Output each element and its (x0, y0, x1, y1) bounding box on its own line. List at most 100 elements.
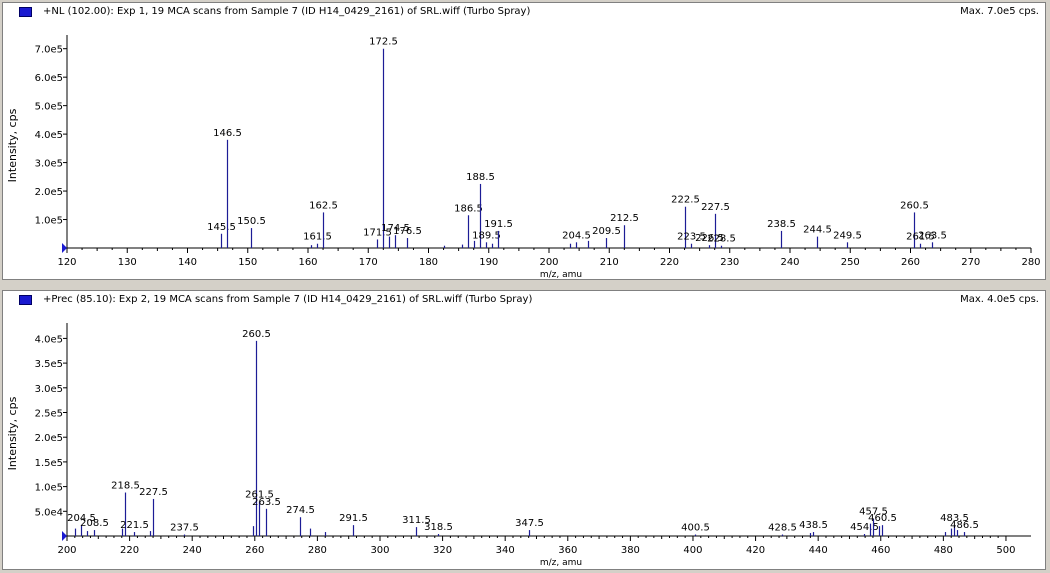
peak-label: 228.5 (707, 234, 736, 245)
peak-label: 221.5 (120, 520, 149, 531)
x-axis-label: m/z, amu (540, 270, 582, 279)
x-tick-label: 440 (809, 545, 828, 556)
peak-label: 454.5 (850, 522, 879, 533)
spectrum-chart-top[interactable]: 120 130 140 150 160 170 180 190 200 210 220 230 240 2… (3, 3, 1045, 279)
spectrum-pane-bottom: +Prec (85.10): Exp 2, 19 MCA scans from … (2, 290, 1046, 570)
y-tick-label: 2.0e5 (35, 187, 63, 198)
peak-label: 274.5 (286, 505, 315, 516)
y-tick-label: 3.0e5 (35, 384, 63, 395)
x-tick-label: 240 (183, 545, 202, 556)
x-tick-label: 160 (298, 257, 317, 268)
peak-label: 218.5 (111, 481, 140, 492)
peak-label: 460.5 (868, 513, 897, 524)
x-tick-label: 340 (496, 545, 515, 556)
peak-label: 188.5 (466, 172, 495, 183)
x-tick-label: 150 (238, 257, 257, 268)
x-tick-label: 380 (621, 545, 640, 556)
peak-label: 189.5 (472, 230, 501, 241)
peak-label: 263.5 (918, 230, 947, 241)
pane-header: +NL (102.00): Exp 1, 19 MCA scans from S… (3, 3, 1045, 21)
y-tick-label: 3.0e5 (35, 159, 63, 170)
peak-label: 186.5 (454, 203, 483, 214)
peak-label: 226.5 (695, 233, 724, 244)
y-tick-label: 1.5e5 (35, 458, 63, 469)
y-axis-label: Intensity, cps (6, 108, 19, 182)
peak-label: 161.5 (303, 232, 332, 243)
peak-label: 176.5 (393, 226, 422, 237)
x-tick-label: 200 (539, 257, 558, 268)
peak-label: 291.5 (339, 513, 368, 524)
peak-label: 174.5 (381, 223, 410, 234)
x-tick-label: 260 (245, 545, 264, 556)
peak-label: 263.5 (252, 497, 281, 508)
y-tick-label: 4.0e5 (35, 130, 63, 141)
peak-label: 204.5 (562, 230, 591, 241)
y-tick-label: 6.0e5 (35, 73, 63, 84)
x-tick-label: 170 (359, 257, 378, 268)
y-tick-label: 7.0e5 (35, 45, 63, 56)
x-tick-label: 270 (961, 257, 980, 268)
x-tick-label: 460 (871, 545, 890, 556)
x-tick-label: 260 (901, 257, 920, 268)
peak-label: 162.5 (309, 200, 338, 211)
x-tick-label: 220 (120, 545, 139, 556)
peak-label: 223.5 (677, 232, 706, 243)
x-tick-label: 360 (558, 545, 577, 556)
y-tick-label: 4.0e5 (35, 334, 63, 345)
y-tick-label: 1.0e5 (35, 216, 63, 227)
peak-label: 145.5 (207, 222, 236, 233)
x-tick-label: 190 (479, 257, 498, 268)
peak-label: 249.5 (833, 230, 862, 241)
y-tick-label: 5.0e5 (35, 102, 63, 113)
peak-label: 208.5 (80, 518, 109, 529)
peak-label: 260.5 (242, 329, 271, 340)
peak-label: 318.5 (424, 522, 453, 533)
baseline-marker[interactable] (62, 531, 67, 541)
peak-label: 260.5 (900, 200, 929, 211)
x-tick-label: 210 (600, 257, 619, 268)
peak-label: 428.5 (768, 523, 797, 534)
x-tick-label: 500 (996, 545, 1015, 556)
y-tick-label: 1.0e5 (35, 483, 63, 494)
x-tick-label: 220 (660, 257, 679, 268)
peak-label: 438.5 (799, 520, 828, 531)
x-tick-label: 130 (118, 257, 137, 268)
max-intensity-label: Max. 4.0e5 cps. (960, 294, 1039, 305)
peak-label: 150.5 (237, 216, 266, 227)
pane-title: +Prec (85.10): Exp 2, 19 MCA scans from … (43, 294, 533, 305)
y-tick-label: 2.0e5 (35, 433, 63, 444)
x-tick-label: 280 (308, 545, 327, 556)
peak-label: 311.5 (402, 515, 431, 526)
peak-label: 191.5 (484, 219, 513, 230)
peak-label: 222.5 (671, 195, 700, 206)
peak-label: 171.5 (363, 227, 392, 238)
peak-label: 457.5 (859, 507, 888, 518)
x-tick-label: 120 (57, 257, 76, 268)
peak-label: 483.5 (940, 513, 969, 524)
peak-label: 238.5 (767, 219, 796, 230)
peak-label: 146.5 (213, 128, 242, 139)
peak-label: 486.5 (950, 520, 979, 531)
x-tick-label: 420 (746, 545, 765, 556)
peak-label: 204.5 (67, 513, 96, 524)
peak-label: 347.5 (515, 518, 544, 529)
peak-label: 227.5 (139, 487, 168, 498)
x-tick-label: 180 (419, 257, 438, 268)
peak-label: 237.5 (170, 523, 199, 534)
pane-title: +NL (102.00): Exp 1, 19 MCA scans from S… (43, 6, 531, 17)
x-tick-label: 280 (1021, 257, 1040, 268)
legend-swatch[interactable] (19, 295, 32, 305)
peak-label: 227.5 (701, 202, 730, 213)
y-axis-label: Intensity, cps (6, 396, 19, 470)
x-tick-label: 200 (57, 545, 76, 556)
y-tick-label: 2.5e5 (35, 409, 63, 420)
peak-label: 244.5 (803, 225, 832, 236)
baseline-marker[interactable] (62, 243, 67, 253)
peak-label: 400.5 (681, 523, 710, 534)
max-intensity-label: Max. 7.0e5 cps. (960, 6, 1039, 17)
legend-swatch[interactable] (19, 7, 32, 17)
x-tick-label: 140 (178, 257, 197, 268)
spectrum-chart-bottom[interactable]: 200 220 240 260 280 300 320 340 360 380 400 420 440 4… (3, 291, 1045, 569)
x-tick-label: 480 (934, 545, 953, 556)
peak-label: 261.5 (906, 232, 935, 243)
